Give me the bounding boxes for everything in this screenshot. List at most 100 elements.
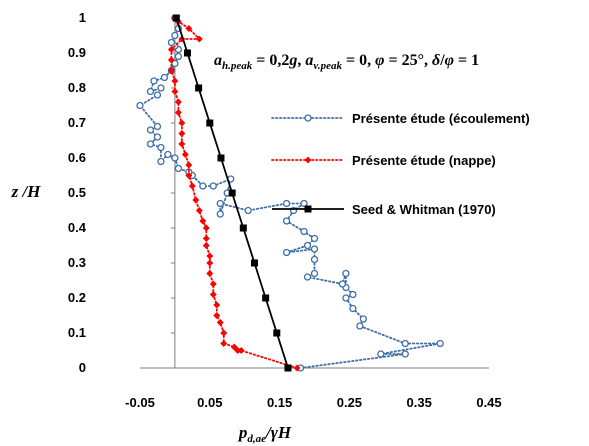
data-point — [284, 364, 292, 372]
data-point — [220, 339, 228, 348]
legend-marker — [304, 156, 312, 164]
x-axis-title-rest: /γH — [264, 423, 292, 442]
data-point — [153, 122, 162, 131]
data-point — [401, 350, 409, 358]
data-point — [220, 329, 228, 337]
data-point — [157, 84, 165, 92]
data-point — [178, 119, 186, 127]
y-tick-labels: 0 0.1 0.2 0.3 0.4 0.5 0.6 0.7 0.8 0.9 1 — [68, 10, 175, 375]
data-point — [310, 234, 319, 243]
data-point — [217, 154, 225, 162]
data-point — [174, 52, 183, 61]
x-tick-label: -0.05 — [125, 395, 155, 410]
data-point — [273, 329, 281, 337]
data-point — [202, 224, 210, 232]
data-point — [172, 14, 180, 22]
data-point — [216, 318, 224, 327]
data-point — [164, 150, 172, 159]
data-point — [216, 199, 224, 208]
data-point — [213, 311, 221, 320]
y-tick-label: 0 — [79, 360, 86, 375]
data-point — [167, 45, 175, 54]
series-1 — [136, 14, 444, 372]
data-point — [188, 182, 196, 190]
data-point — [342, 269, 350, 278]
x-tick-label: 0.35 — [407, 395, 432, 410]
data-point — [185, 161, 193, 169]
legend-item-1: Présente étude (écoulement) — [271, 111, 530, 126]
data-point — [282, 217, 291, 225]
data-point — [153, 91, 162, 99]
data-point — [401, 339, 409, 348]
y-tick-label: 0.1 — [68, 325, 86, 340]
data-point — [150, 77, 158, 85]
data-point — [310, 269, 319, 278]
x-tick-label: 0.15 — [267, 395, 292, 410]
y-tick-label: 0.6 — [68, 150, 86, 165]
annotation: ah.peak = 0,2g, av.peak = 0, φ = 25°, δ/… — [214, 52, 479, 72]
data-point — [436, 339, 444, 348]
legend-label: Seed & Whitman (1970) — [352, 202, 496, 217]
data-point — [202, 234, 210, 243]
data-point — [234, 346, 242, 355]
data-point — [206, 259, 214, 267]
data-point — [209, 182, 217, 190]
y-tick-label: 0.9 — [68, 45, 86, 60]
x-tick-label: 0.25 — [337, 395, 362, 410]
data-point — [303, 273, 312, 281]
data-point — [293, 364, 301, 372]
data-point — [199, 182, 207, 190]
y-tick-label: 0.4 — [68, 220, 87, 235]
data-point — [310, 245, 319, 253]
data-point — [230, 343, 238, 351]
data-point — [174, 108, 182, 117]
data-point — [244, 206, 252, 215]
data-point — [300, 199, 308, 208]
data-point — [195, 206, 203, 215]
data-point — [157, 157, 165, 166]
legend-label: Présente étude (écoulement) — [352, 111, 530, 126]
data-point — [174, 164, 183, 173]
data-point — [171, 77, 179, 85]
y-tick-label: 0.3 — [68, 255, 86, 270]
data-point — [185, 171, 193, 180]
x-tick-labels: -0.05 0.05 0.15 0.25 0.35 0.45 — [125, 395, 501, 410]
data-point — [160, 73, 169, 82]
data-point — [213, 301, 221, 309]
y-tick-label: 0.8 — [68, 80, 86, 95]
data-point — [282, 248, 291, 257]
data-point — [192, 196, 200, 204]
data-point — [195, 84, 203, 92]
data-point — [303, 241, 312, 250]
data-point — [239, 224, 247, 232]
series-layer — [136, 14, 444, 372]
data-point — [171, 87, 179, 96]
data-point — [206, 252, 214, 260]
y-tick-label: 1 — [79, 10, 86, 25]
data-point — [216, 210, 224, 218]
series-3 — [172, 14, 292, 372]
legend-label: Présente étude (nappe) — [352, 153, 496, 168]
data-point — [202, 241, 210, 250]
data-point — [300, 227, 308, 236]
y-axis-title-rest: /H — [18, 182, 41, 201]
data-point — [171, 31, 179, 40]
data-point — [146, 126, 155, 134]
data-point — [167, 66, 175, 75]
data-point — [199, 217, 207, 225]
data-point — [167, 38, 176, 47]
data-point — [146, 87, 155, 96]
data-point — [356, 322, 364, 330]
data-point — [174, 98, 182, 106]
legend: Présente étude (écoulement) Présente étud… — [271, 111, 530, 217]
data-point — [250, 259, 258, 267]
data-point — [310, 255, 319, 264]
legend-item-3: Seed & Whitman (1970) — [272, 202, 496, 217]
x-axis-title-sub: d,ae — [247, 433, 266, 445]
data-point — [153, 133, 162, 141]
data-point — [262, 294, 270, 302]
data-point — [183, 49, 191, 57]
data-point — [185, 24, 193, 33]
data-point — [209, 280, 217, 288]
